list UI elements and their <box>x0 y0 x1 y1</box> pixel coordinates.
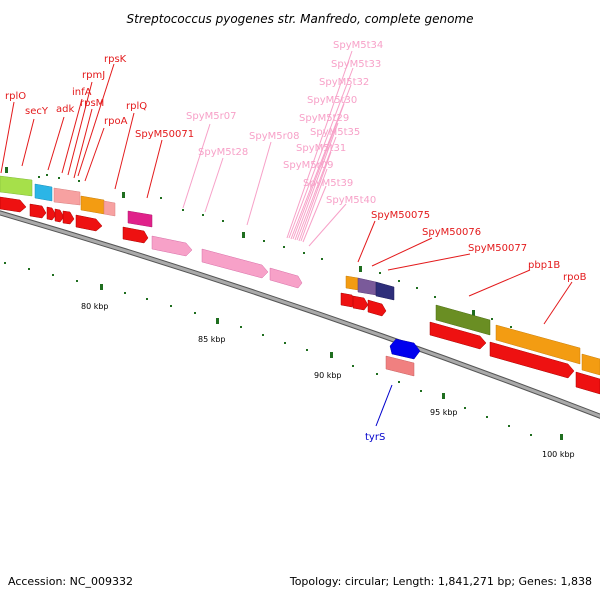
label-spym50077[interactable]: SpyM50077 <box>468 243 527 254</box>
inner-strand-genes <box>385 338 421 377</box>
gene-label-group: rplO secY adk infA rpmJ rpsK rpsM rpoA r… <box>5 40 587 443</box>
gene-rpoA[interactable] <box>80 195 105 215</box>
gene-arrow-10[interactable] <box>367 299 387 317</box>
gene-arrow-4[interactable] <box>54 208 65 223</box>
kbp-label-85: 85 kbp <box>198 335 226 344</box>
outer-strand-arrows <box>0 196 600 395</box>
label-spym50076[interactable]: SpyM50076 <box>422 227 481 238</box>
label-rpmJ[interactable]: rpmJ <box>82 70 105 81</box>
gene-arrow-9[interactable] <box>352 295 369 311</box>
outer-strand-genes <box>0 175 600 376</box>
kbp-label-80: 80 kbp <box>81 302 109 311</box>
gene-arrow-13[interactable] <box>575 371 600 395</box>
label-rpsK[interactable]: rpsK <box>104 54 127 65</box>
gene-secY[interactable] <box>34 183 53 202</box>
map-title: Streptococcus pyogenes str. Manfredo, co… <box>127 12 474 26</box>
genome-summary-text: Topology: circular; Length: 1,841,271 bp… <box>289 575 592 588</box>
gene-rplQ[interactable] <box>103 200 116 217</box>
label-infA[interactable]: infA <box>72 87 92 98</box>
leader-line-tyrS <box>375 384 393 427</box>
gene-arrow-3[interactable] <box>46 206 57 221</box>
gene-tyrS-arrow[interactable] <box>389 338 421 360</box>
label-spym5t33[interactable]: SpyM5t33 <box>331 59 381 70</box>
gene-rpoB-2[interactable] <box>581 353 600 376</box>
label-spym5t34[interactable]: SpyM5t34 <box>333 40 383 51</box>
label-spym5t35[interactable]: SpyM5t35 <box>310 127 360 138</box>
accession-text: Accession: NC_009332 <box>8 575 133 588</box>
gene-arrow-5[interactable] <box>62 210 75 225</box>
label-tyrS[interactable]: tyrS <box>365 432 385 443</box>
gene-rpoB[interactable] <box>495 324 581 365</box>
gene-pbp1B[interactable] <box>435 304 491 336</box>
label-spym5r07[interactable]: SpyM5r07 <box>186 111 236 122</box>
gene-arrow-7[interactable] <box>122 226 149 244</box>
label-spym5t30[interactable]: SpyM5t30 <box>307 95 357 106</box>
leader-lines-pink <box>182 50 354 247</box>
label-rpoA[interactable]: rpoA <box>104 116 128 127</box>
gene-arrow-11[interactable] <box>429 321 487 350</box>
gene-arrow-12[interactable] <box>489 341 575 379</box>
label-spym5t39[interactable]: SpyM5t39 <box>303 178 353 189</box>
leader-lines-red <box>0 63 573 325</box>
label-spym5t31[interactable]: SpyM5t31 <box>296 143 346 154</box>
gene-spym5r07[interactable] <box>151 235 193 257</box>
gene-adk[interactable] <box>53 187 81 206</box>
label-spym5r08[interactable]: SpyM5r08 <box>249 131 299 142</box>
kbp-label-100: 100 kbp <box>542 450 575 459</box>
gene-arrow-6[interactable] <box>75 214 103 232</box>
label-rplQ[interactable]: rplQ <box>126 101 147 112</box>
label-spym5r09[interactable]: SpyM5r09 <box>283 160 333 171</box>
kbp-label-90: 90 kbp <box>314 371 342 380</box>
label-spym50075[interactable]: SpyM50075 <box>371 210 430 221</box>
label-spym5t32[interactable]: SpyM5t32 <box>319 77 369 88</box>
gene-arrow-1[interactable] <box>0 196 27 213</box>
label-adk[interactable]: adk <box>56 104 74 115</box>
inner-tick-ring <box>4 262 563 440</box>
gene-spym50071[interactable] <box>127 210 153 228</box>
outer-tick-ring <box>5 167 550 347</box>
label-spym50071[interactable]: SpyM50071 <box>135 129 194 140</box>
gene-spym5t-cluster[interactable] <box>269 267 303 289</box>
gene-tyrS-box[interactable] <box>385 355 415 377</box>
label-rpsM[interactable]: rpsM <box>80 98 104 109</box>
gene-spym5r08[interactable] <box>201 248 269 279</box>
gene-spym50075[interactable] <box>345 275 359 291</box>
gene-spym50077[interactable] <box>375 281 395 301</box>
kbp-labels: 80 kbp 85 kbp 90 kbp 95 kbp 100 kbp <box>81 302 575 459</box>
gene-rplO[interactable] <box>0 175 33 197</box>
genome-backbone <box>0 210 600 419</box>
gene-arrow-2[interactable] <box>29 203 47 219</box>
label-spym5t28[interactable]: SpyM5t28 <box>198 147 248 158</box>
label-pbp1B[interactable]: pbp1B <box>528 260 560 271</box>
label-spym5t40[interactable]: SpyM5t40 <box>326 195 376 206</box>
rna-genes <box>151 235 303 289</box>
label-rpoB[interactable]: rpoB <box>563 272 587 283</box>
label-rplO[interactable]: rplO <box>5 91 26 102</box>
kbp-label-95: 95 kbp <box>430 408 458 417</box>
label-secY[interactable]: secY <box>25 106 49 117</box>
gene-spym50076[interactable] <box>357 277 377 296</box>
label-spym5t29[interactable]: SpyM5t29 <box>299 113 349 124</box>
